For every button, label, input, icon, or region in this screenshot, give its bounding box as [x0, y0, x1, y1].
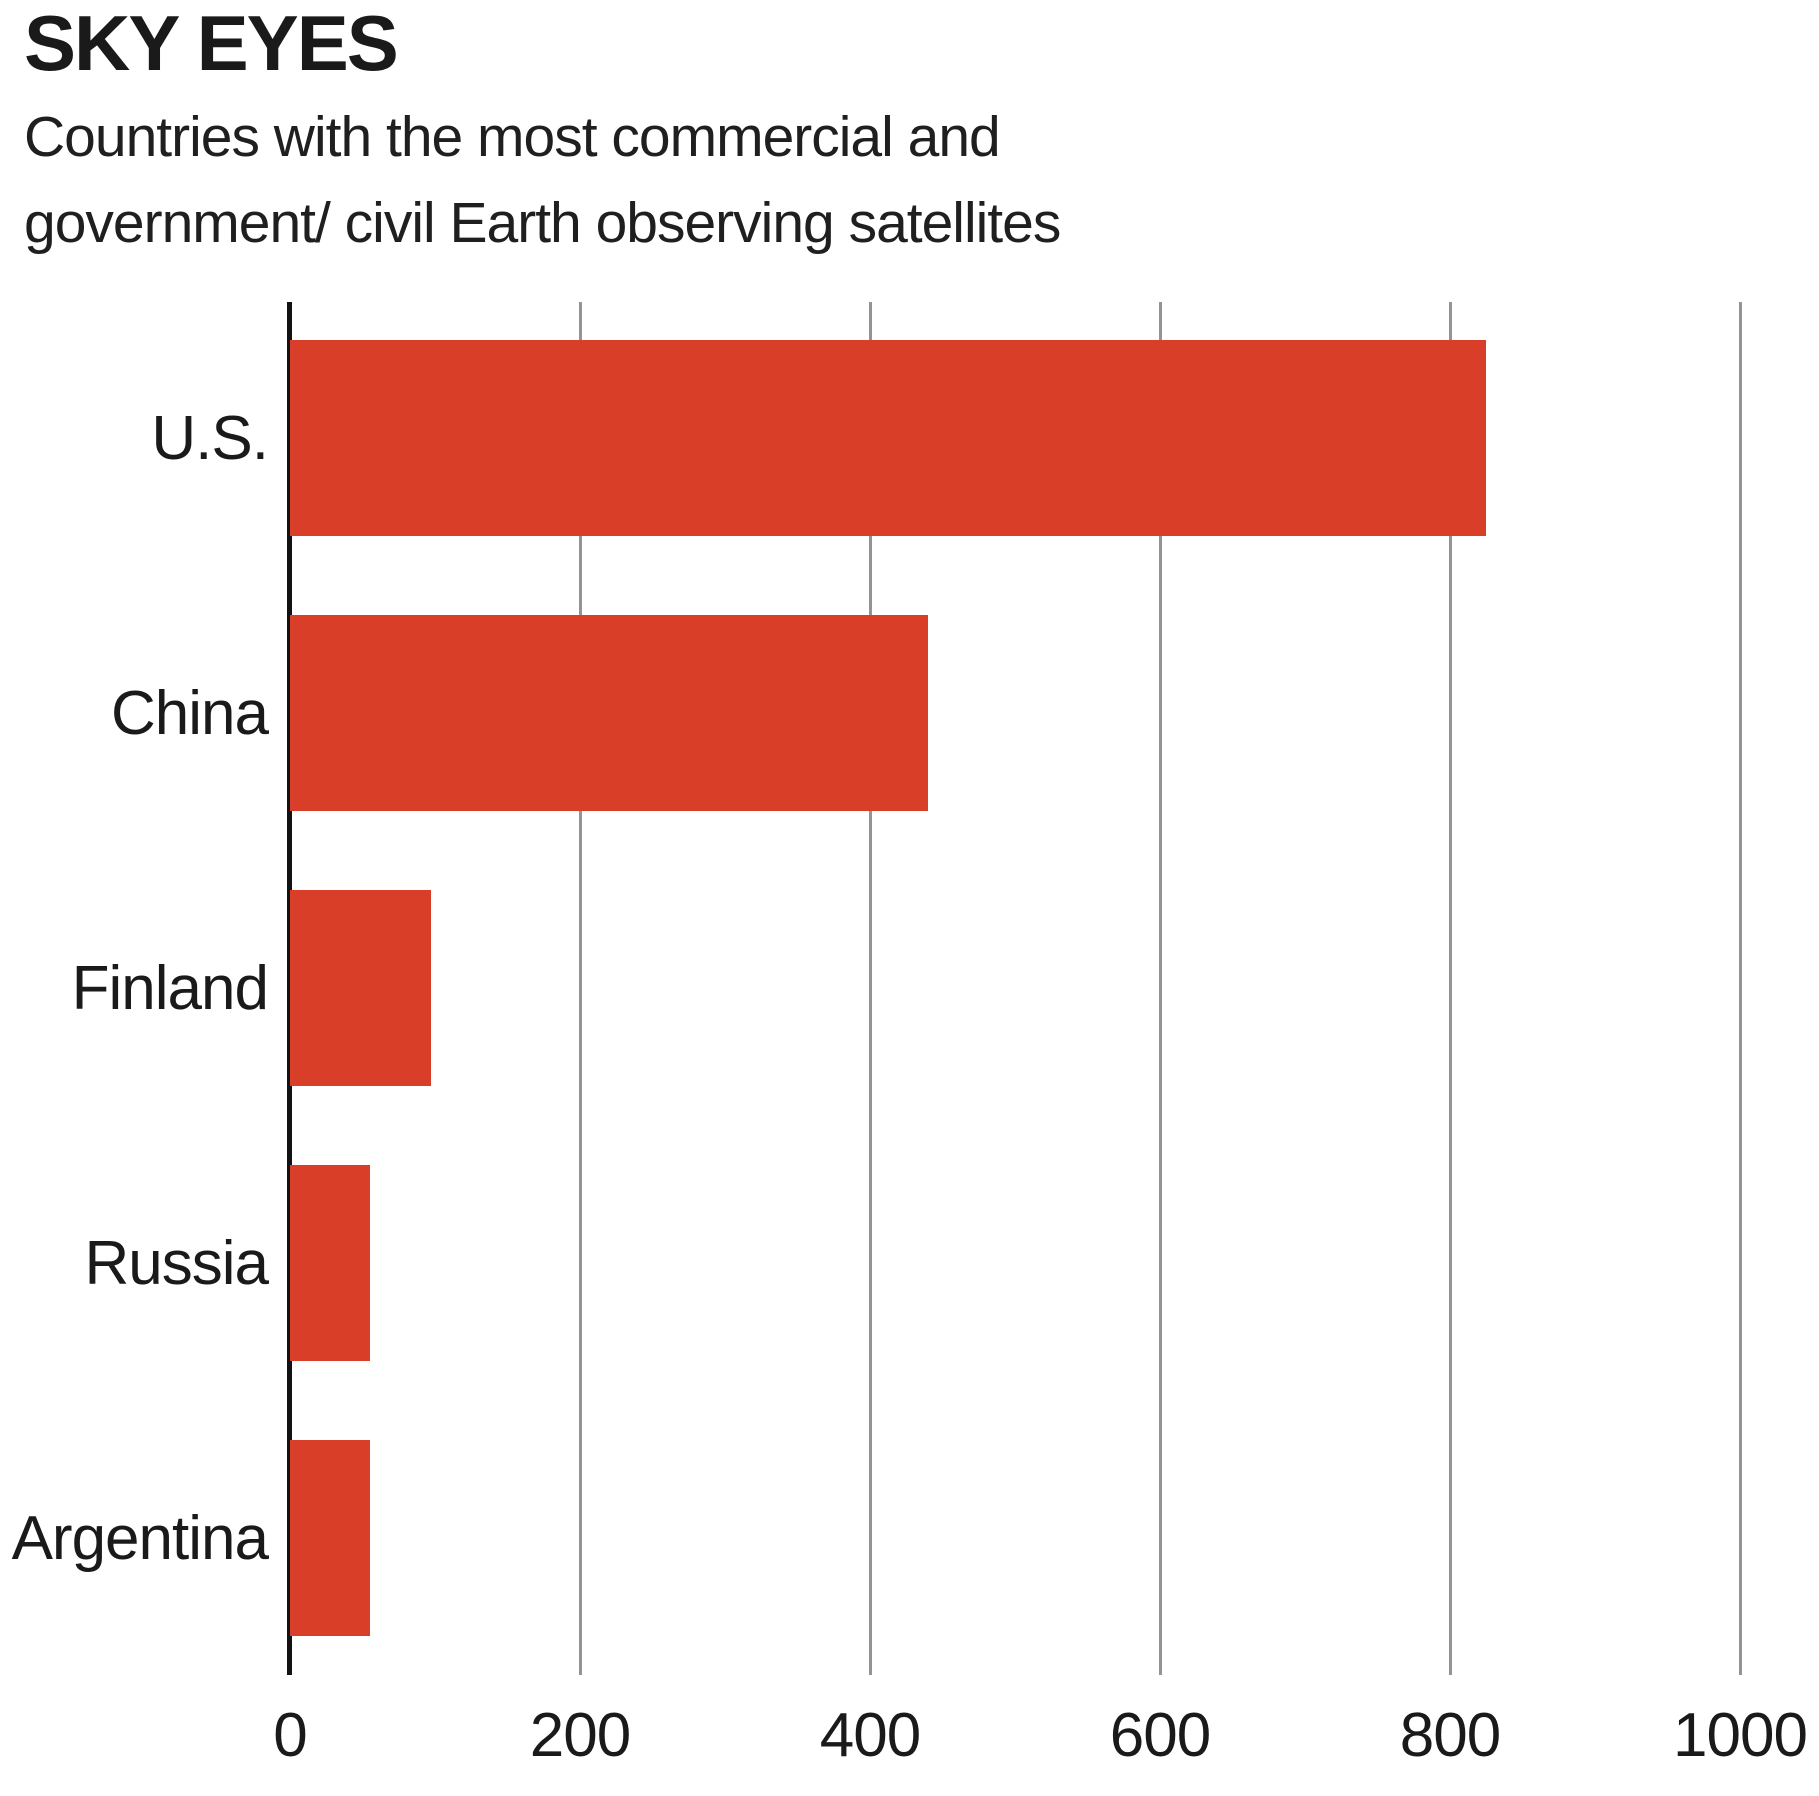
category-label-china: China: [111, 678, 269, 748]
plot-area: U.S. China Finland Russia Argentina 0 200 400 60…: [12, 302, 1808, 1770]
bar-finland: [290, 890, 431, 1086]
bar-russia: [290, 1165, 370, 1361]
bar-us: [290, 340, 1487, 536]
x-tick-label-400: 400: [819, 1701, 921, 1770]
category-label-argentina: Argentina: [11, 1503, 269, 1573]
y-axis-line: [287, 302, 292, 1675]
gridline-400: [868, 302, 872, 1675]
gridline-200: [578, 302, 582, 1675]
category-label-russia: Russia: [84, 1228, 269, 1298]
x-tick-label-0: 0: [273, 1701, 307, 1770]
chart-subtitle-line-1: Countries with the most commercial and: [24, 105, 1001, 169]
chart-subtitle-line-2: government/ civil Earth observing satell…: [24, 191, 1061, 255]
x-tick-label-200: 200: [529, 1701, 631, 1770]
chart-subtitle: Countries with the most commercial and g…: [24, 94, 1061, 266]
category-label-finland: Finland: [71, 953, 269, 1023]
gridline-1000: [1738, 302, 1742, 1675]
x-tick-label-800: 800: [1399, 1701, 1501, 1770]
bar-china: [290, 615, 928, 811]
gridline-800: [1448, 302, 1452, 1675]
gridline-600: [1158, 302, 1162, 1675]
bar-argentina: [290, 1440, 370, 1636]
category-label-us: U.S.: [151, 403, 269, 473]
x-tick-label-1000: 1000: [1673, 1701, 1808, 1770]
page-title: SKY EYES: [24, 0, 399, 87]
x-tick-label-600: 600: [1109, 1701, 1211, 1770]
